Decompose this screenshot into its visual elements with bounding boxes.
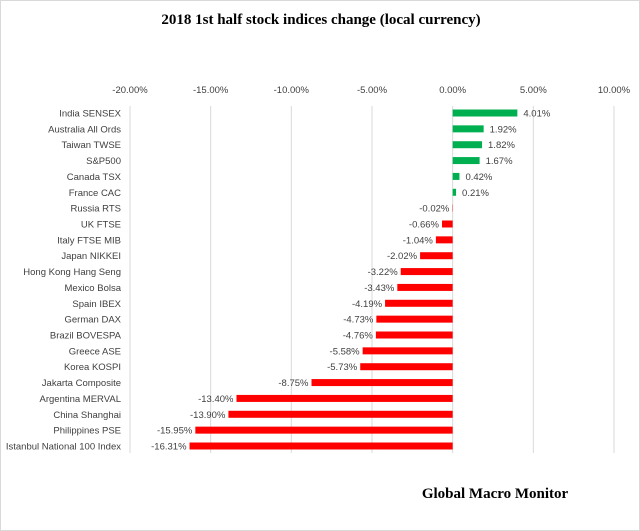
bar [360, 363, 453, 371]
bar [375, 331, 453, 339]
category-label: Russia RTS [70, 204, 121, 215]
bar [189, 442, 453, 450]
data-label: -4.73% [343, 315, 374, 326]
bar [362, 347, 453, 355]
category-label: Spain IBEX [72, 299, 121, 310]
x-tick-label: 0.00% [439, 85, 466, 96]
x-tick-label: -20.00% [112, 85, 148, 96]
category-label: German DAX [65, 315, 122, 326]
category-label: Italy FTSE MIB [57, 235, 121, 246]
category-label: S&P500 [86, 156, 121, 167]
bar [397, 283, 453, 291]
data-label: -13.90% [190, 410, 226, 421]
category-label: Taiwan TWSE [62, 140, 121, 151]
data-label: -0.66% [409, 220, 440, 231]
bar [420, 252, 453, 260]
bar [400, 268, 453, 276]
bar [385, 299, 453, 307]
category-label: Hong Kong Hang Seng [23, 267, 121, 278]
x-tick-label: -5.00% [357, 85, 388, 96]
bar [452, 157, 480, 165]
data-label: -3.43% [364, 283, 395, 294]
chart-title: 2018 1st half stock indices change (loca… [161, 12, 480, 28]
brand-watermark: Global Macro Monitor [422, 486, 569, 502]
data-label: -3.22% [368, 267, 399, 278]
x-tick-label: 5.00% [520, 85, 547, 96]
category-label: France CAC [69, 188, 121, 199]
data-label: -0.02% [419, 204, 450, 215]
data-label: 1.82% [488, 140, 515, 151]
x-tick-label: -10.00% [274, 85, 310, 96]
data-label: -1.04% [403, 235, 434, 246]
data-label: -5.73% [327, 362, 358, 373]
data-label: -8.75% [278, 378, 309, 389]
bar [311, 379, 453, 387]
category-label: Argentina MERVAL [40, 394, 122, 405]
bar [452, 125, 484, 133]
category-label: Canada TSX [67, 172, 122, 183]
bar [452, 109, 518, 117]
bar [452, 188, 457, 196]
data-label: -5.58% [330, 346, 361, 357]
category-label: Korea KOSPI [64, 362, 121, 373]
data-label: -2.02% [387, 251, 418, 262]
data-label: -4.76% [343, 331, 374, 342]
category-label: India SENSEX [59, 109, 121, 120]
bar [195, 426, 453, 434]
bar [452, 141, 483, 149]
category-label: Mexico Bolsa [65, 283, 122, 294]
data-label: 4.01% [523, 109, 550, 120]
x-tick-label: -15.00% [193, 85, 229, 96]
category-label: UK FTSE [81, 220, 121, 231]
bar [236, 394, 453, 402]
category-label: Istanbul National 100 Index [6, 442, 121, 453]
data-label: 0.42% [465, 172, 492, 183]
bar [376, 315, 453, 323]
category-label: Australia All Ords [48, 124, 121, 135]
category-label: Brazil BOVESPA [50, 331, 122, 342]
category-label: Greece ASE [69, 346, 121, 357]
bar [435, 236, 453, 244]
category-label: Philippines PSE [53, 426, 121, 437]
bar [452, 172, 460, 180]
data-label: -15.95% [157, 426, 193, 437]
data-label: -13.40% [198, 394, 234, 405]
bar [442, 220, 453, 228]
category-label: Japan NIKKEI [61, 251, 121, 262]
data-label: 1.92% [490, 124, 517, 135]
category-label: Jakarta Composite [42, 378, 121, 389]
data-label: -16.31% [151, 442, 187, 453]
data-label: 0.21% [462, 188, 489, 199]
data-label: 1.67% [486, 156, 513, 167]
bar [228, 410, 453, 418]
data-label: -4.19% [352, 299, 383, 310]
category-label: China Shanghai [53, 410, 121, 421]
x-tick-label: 10.00% [598, 85, 631, 96]
